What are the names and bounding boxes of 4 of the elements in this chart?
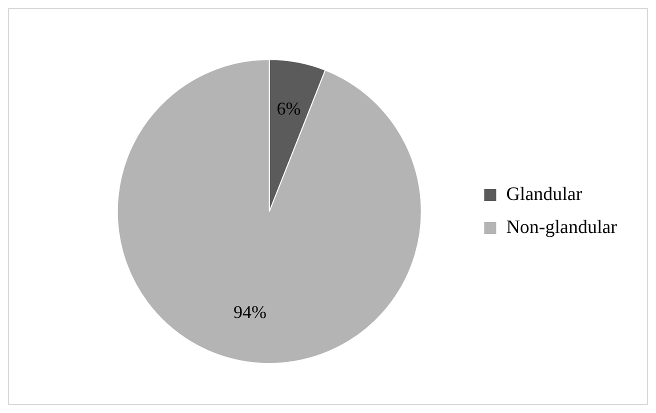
legend-label: Non-glandular [506, 216, 618, 238]
legend-label: Glandular [506, 184, 583, 205]
data-label: 94% [233, 302, 266, 322]
data-label: 6% [276, 98, 301, 119]
